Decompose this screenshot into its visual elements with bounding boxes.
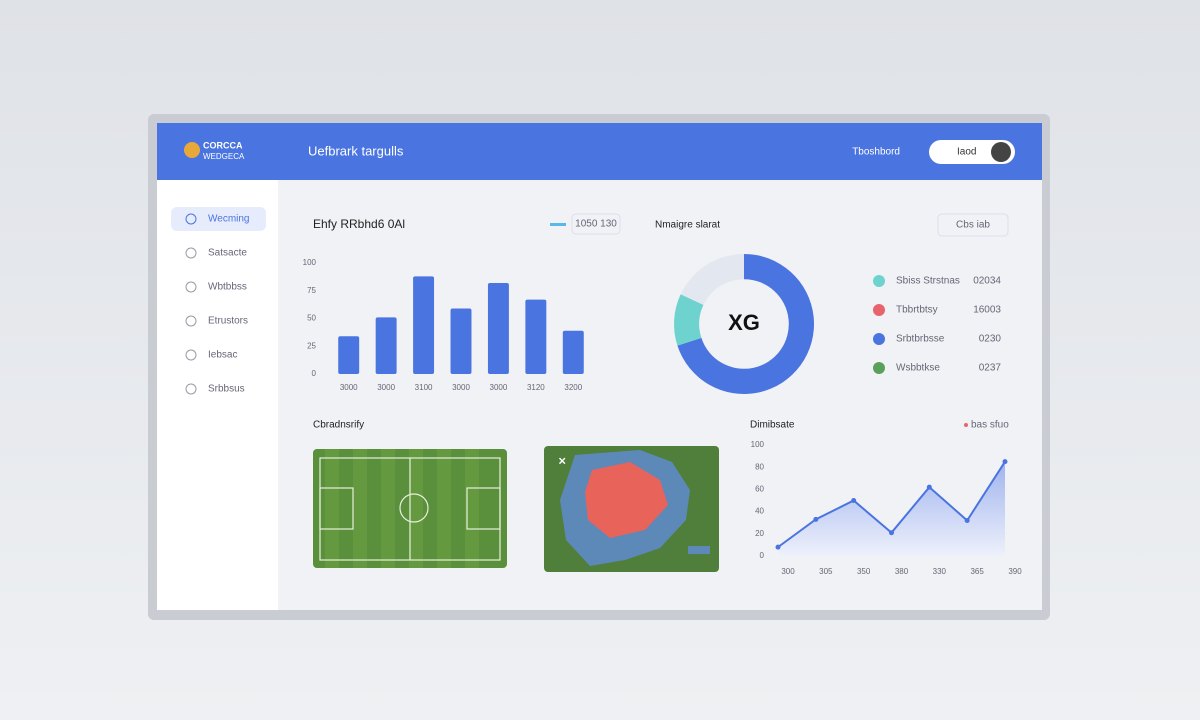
legend-dot [873,362,885,374]
donut-segment [677,254,815,394]
y-tick-label: 100 [303,258,317,267]
avatar[interactable] [991,142,1011,162]
bar [562,330,584,374]
nav-icon[interactable] [185,213,197,225]
chart-title: Nmaigre slarat [655,220,720,231]
badge-text[interactable]: 1050 130 [575,219,617,230]
bar [487,282,509,374]
x-tick-label: 350 [857,567,871,576]
x-tick-label: 390 [1008,567,1022,576]
x-tick-label: 300 [781,567,795,576]
y-tick-label: 25 [307,341,316,350]
x-tick-label: 3100 [415,383,433,392]
point [964,517,970,523]
nav-link[interactable]: Tboshbord [852,147,900,158]
donut-segment [674,294,704,346]
nav-item[interactable]: Srbbsus [208,384,245,395]
point [775,544,781,550]
bar [413,276,435,374]
donut-center: XG [728,310,760,335]
y-tick-label: 80 [755,462,764,471]
nav-icon[interactable] [185,281,197,293]
nav-item[interactable]: Wecming [208,214,250,225]
action-text[interactable]: Cbs iab [956,220,990,231]
x-tick-label: 3000 [377,383,395,392]
logo-text: WEDGECA [203,152,245,161]
legend-value: 02034 [973,276,1001,287]
legend-label: Sbiss Strstnas [896,276,960,287]
header-title: Uefbrark targulls [308,143,404,158]
y-tick-label: 60 [755,485,764,494]
bar [525,299,547,374]
chart-title: Dimibsate [750,420,795,431]
pitch [313,449,507,568]
legend-dot [873,304,885,316]
x-tick-label: 380 [895,567,909,576]
nav-icon[interactable] [185,349,197,361]
y-tick-label: 75 [307,286,316,295]
chart-title: Ehfy RRbhd6 0Al [313,217,405,231]
y-tick-label: 0 [312,369,317,378]
legend-value: 0230 [979,334,1002,345]
nav-active [171,207,266,231]
x-tick-label: 330 [933,567,947,576]
logo-text: CORCCA [203,140,243,150]
user-name[interactable]: Iaod [957,147,976,158]
legend-label: Wsbbtkse [896,363,940,374]
nav-item[interactable]: Satsacte [208,248,247,259]
heatmap [544,446,719,572]
y-tick-label: 0 [760,551,765,560]
badge-box[interactable] [571,213,621,235]
badge-dash [550,223,566,226]
point [889,530,894,536]
x-tick-label: 305 [819,567,833,576]
y-tick-label: 100 [751,440,765,449]
nav-item[interactable]: Etrustors [208,316,248,327]
bar [375,317,397,374]
point [851,498,857,503]
point [926,484,932,490]
point [1002,459,1008,465]
nav-icon[interactable] [185,247,197,259]
legend-dot [964,423,968,427]
point [813,516,819,522]
legend-label: bas sfuo [971,420,1009,431]
legend-label: Tbbrtbtsy [896,305,938,316]
header-bar [157,123,1042,180]
legend-label: Srbtbrbsse [896,334,945,345]
legend-value: 16003 [973,305,1001,316]
y-tick-label: 50 [307,314,316,323]
bar [338,336,360,374]
heatmap-icon: ✕ [558,457,566,468]
legend-value: 0237 [979,363,1002,374]
donut-segment [680,254,744,305]
nav-icon[interactable] [185,383,197,395]
legend-dot [873,333,885,345]
nav-item[interactable]: Iebsac [208,350,237,361]
section-title: Cbradnsrify [313,420,364,431]
x-tick-label: 3000 [490,383,508,392]
legend-dot [873,275,885,287]
y-tick-label: 40 [755,507,764,516]
sidebar [157,180,278,610]
x-tick-label: 3000 [452,383,470,392]
x-tick-label: 3200 [564,383,582,392]
nav-item[interactable]: Wbtbbss [208,282,247,293]
x-tick-label: 365 [970,567,984,576]
action-box[interactable] [937,213,1009,237]
nav-icon[interactable] [185,315,197,327]
logo-icon [184,142,200,158]
y-tick-label: 20 [755,529,764,538]
x-tick-label: 3120 [527,383,545,392]
bar [450,308,472,374]
x-tick-label: 3000 [340,383,358,392]
area [778,461,1005,556]
